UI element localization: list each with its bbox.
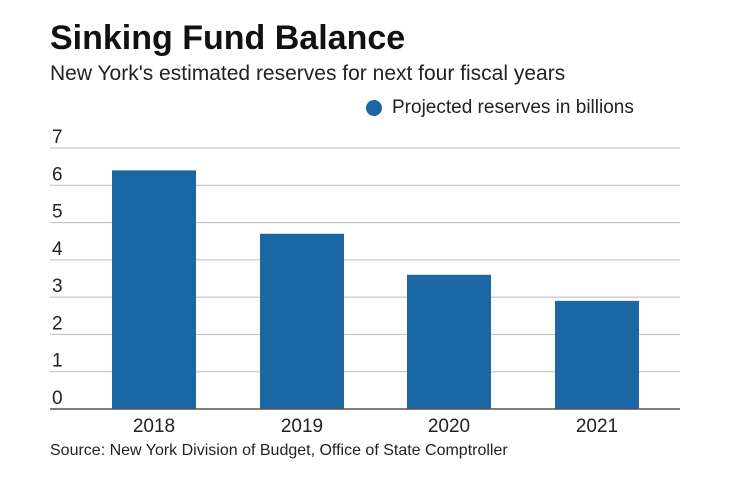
y-tick-label: 3 (52, 276, 63, 297)
x-tick-label: 2018 (133, 416, 175, 437)
bar (555, 300, 639, 409)
bar (260, 233, 344, 409)
x-tick-label: 2019 (281, 416, 323, 437)
legend-swatch (366, 100, 382, 116)
bar (112, 170, 196, 409)
legend-label: Projected reserves in billions (392, 97, 634, 118)
source-note: Source: New York Division of Budget, Off… (50, 442, 508, 459)
x-tick-label: 2021 (576, 416, 618, 437)
y-tick-label: 1 (52, 351, 63, 372)
bar (407, 274, 491, 409)
y-tick-label: 2 (52, 313, 63, 334)
y-tick-label: 6 (52, 164, 63, 185)
y-tick-label: 0 (52, 388, 63, 409)
chart-title: Sinking Fund Balance (50, 19, 406, 57)
y-tick-label: 7 (52, 127, 63, 148)
y-tick-label: 5 (52, 202, 63, 223)
y-tick-label: 4 (52, 239, 63, 260)
legend: Projected reserves in billions (366, 94, 634, 122)
chart-subtitle: New York's estimated reserves for next f… (50, 62, 566, 85)
x-tick-label: 2020 (428, 416, 470, 437)
